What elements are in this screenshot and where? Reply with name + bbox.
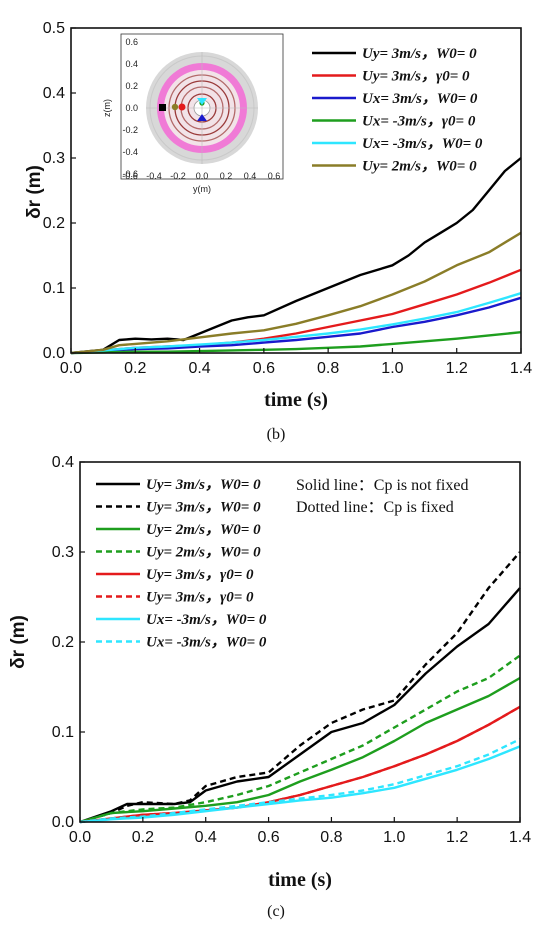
legend-label: Uy= 2m/s，W0= 0	[146, 545, 261, 561]
chart-c-x-axis-label: time (s)	[268, 869, 332, 891]
inset-y-tick-label: -0.6	[122, 169, 138, 179]
inset-y-tick-label: 0.0	[125, 103, 138, 113]
chart-c-caption: (c)	[267, 903, 285, 920]
x-tick-label: 0.4	[188, 360, 210, 377]
chart-c-legend: Uy= 3m/s，W0= 0 Uy= 3m/s，W0= 0 Uy= 2m/s，W0=…	[96, 477, 267, 651]
x-tick-label: 0.8	[320, 829, 342, 846]
inset-y-axis-label: z(m)	[102, 99, 112, 117]
inset-y-tick-label: 0.4	[125, 59, 138, 69]
chart-panel-c: 0.0 0.2 0.4 0.6 0.8 1.0 1.2 1.4 0.0 0.1 0.2 0.3 0.4…	[8, 454, 531, 920]
y-tick-label: 0.2	[43, 215, 65, 232]
inset-marker-black-square	[159, 104, 166, 111]
inset-x-tick-label: 0.0	[196, 171, 209, 181]
x-tick-label: 1.4	[509, 829, 531, 846]
inset-x-axis-label: y(m)	[193, 184, 211, 194]
x-tick-label: 1.2	[446, 360, 468, 377]
y-tick-label: 0.4	[52, 454, 74, 471]
legend-label: Ux= -3m/s，W0= 0	[146, 635, 267, 651]
x-tick-label: 0.8	[317, 360, 339, 377]
x-tick-label: 0.2	[132, 829, 154, 846]
x-tick-label: 0.6	[253, 360, 275, 377]
chart-b-y-axis-label: δr (m)	[24, 165, 45, 219]
chart-b-legend: Uy= 3m/s，W0= 0 Uy= 3m/s，γ0= 0 Ux= 3m/s，W0=…	[312, 46, 483, 175]
y-tick-label: 0.3	[52, 544, 74, 561]
y-tick-label: 0.0	[43, 345, 65, 362]
chart-c-y-axis-label: δr (m)	[8, 615, 29, 669]
chart-b-caption: (b)	[267, 426, 286, 443]
chart-panel-b: 0.0 0.2 0.4 0.6 0.8 1.0 1.2 1.4 0.0 0.1 0.2 0.3 0.4…	[24, 20, 532, 443]
series-line-c-3	[80, 656, 520, 823]
inset-y-tick-label: 0.6	[125, 37, 138, 47]
inset-y-tick-label: -0.4	[122, 147, 138, 157]
y-tick-label: 0.0	[52, 814, 74, 831]
y-tick-label: 0.4	[43, 85, 65, 102]
legend-label: Uy= 3m/s，W0= 0	[146, 500, 261, 516]
inset-x-tick-label: 0.2	[220, 171, 233, 181]
legend-label: Ux= 3m/s，W0= 0	[362, 91, 478, 107]
x-tick-label: 0.4	[195, 829, 217, 846]
y-tick-label: 0.1	[52, 724, 74, 741]
series-line-b-5	[71, 233, 521, 353]
inset-y-tick-label: 0.2	[125, 81, 138, 91]
inset-x-tick-label: -0.2	[170, 171, 186, 181]
x-tick-label: 0.0	[69, 829, 91, 846]
inset-y-tick-label: -0.2	[122, 125, 138, 135]
inset-x-tick-label: 0.4	[244, 171, 257, 181]
y-tick-label: 0.2	[52, 634, 74, 651]
y-tick-label: 0.1	[43, 280, 65, 297]
legend-label: Uy= 3m/s，W0= 0	[362, 46, 477, 62]
inset-x-tick-label: -0.4	[146, 171, 162, 181]
x-tick-label: 1.4	[510, 360, 532, 377]
inset-marker-red	[179, 104, 186, 111]
x-tick-label: 0.2	[124, 360, 146, 377]
chart-b-inset: -0.6 -0.4 -0.2 0.0 0.2 0.4 0.6 -0.6-0.4-0.20.0…	[102, 34, 283, 194]
x-tick-label: 0.6	[257, 829, 279, 846]
legend-label: Ux= -3m/s，W0= 0	[362, 136, 483, 152]
legend-label: Ux= -3m/s，W0= 0	[146, 612, 267, 628]
legend-label: Uy= 3m/s，γ0= 0	[362, 69, 470, 85]
legend-label: Uy= 3m/s，γ0= 0	[146, 590, 254, 606]
x-tick-label: 1.0	[383, 829, 405, 846]
x-tick-label: 0.0	[60, 360, 82, 377]
chart-b-x-axis-label: time (s)	[264, 389, 328, 411]
inset-marker-olive	[172, 104, 178, 110]
y-tick-label: 0.5	[43, 20, 65, 37]
inset-x-tick-label: 0.6	[268, 171, 281, 181]
legend-label: Uy= 3m/s，γ0= 0	[146, 567, 254, 583]
chart-b-marks	[71, 158, 521, 353]
legend-label: Uy= 2m/s，W0= 0	[362, 159, 477, 175]
y-tick-label: 0.3	[43, 150, 65, 167]
legend-label: Uy= 3m/s，W0= 0	[146, 477, 261, 493]
chart-c-note-dotted: Dotted line：Cp is fixed	[296, 499, 454, 516]
legend-label: Uy= 2m/s，W0= 0	[146, 522, 261, 538]
legend-label: Ux= -3m/s，γ0= 0	[362, 114, 476, 130]
chart-c-note-solid: Solid line：Cp is not fixed	[296, 477, 468, 494]
x-tick-label: 1.2	[446, 829, 468, 846]
x-tick-label: 1.0	[381, 360, 403, 377]
